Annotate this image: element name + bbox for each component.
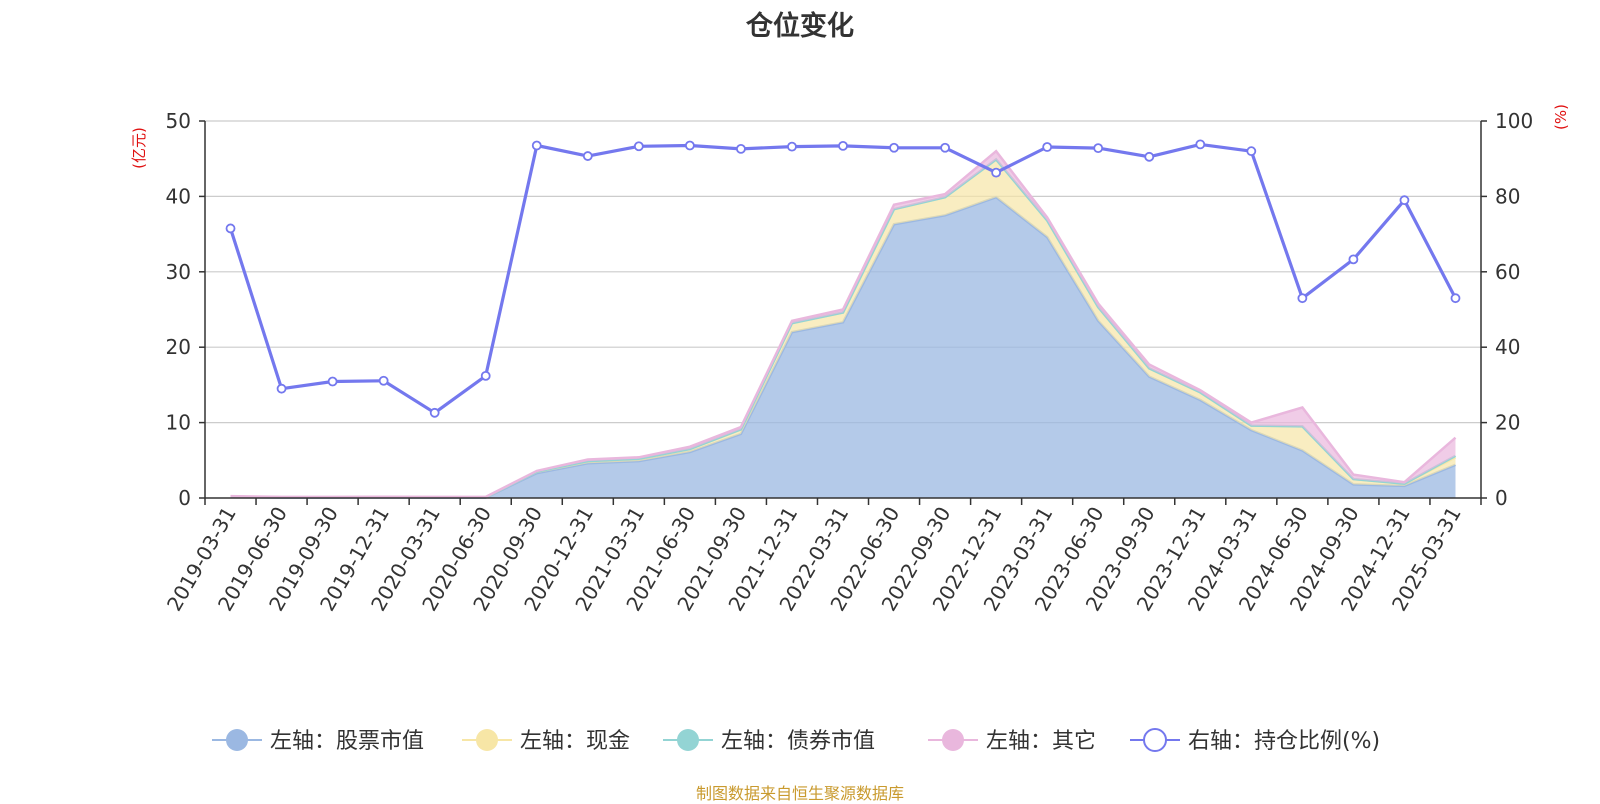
legend-label: 左轴：债券市值	[721, 729, 875, 754]
right-tick-label: 0	[1495, 486, 1508, 510]
left-tick-label: 10	[166, 411, 191, 435]
ratio-point-2024-12-31	[1399, 195, 1410, 206]
area-series	[230, 149, 1457, 499]
right-tick-label: 80	[1495, 184, 1520, 208]
ratio-point-2022-12-31	[991, 167, 1002, 178]
chart-title: 仓位变化	[746, 11, 854, 42]
area-series-2	[230, 159, 1456, 498]
data-source-note: 制图数据来自恒生聚源数据库	[695, 784, 904, 803]
legend-marker	[942, 729, 964, 751]
right-tick-label: 40	[1495, 335, 1520, 359]
ratio-point-2023-12-31	[1195, 139, 1206, 150]
ratio-point-2020-06-30	[480, 370, 491, 381]
ratio-point-2020-03-31	[429, 407, 440, 418]
legend-label: 右轴：持仓比例(%)	[1188, 729, 1380, 754]
area-series-1	[230, 197, 1456, 498]
ratio-point-2024-03-31	[1246, 146, 1257, 157]
ratio-point-2019-06-30	[276, 383, 287, 394]
legend[interactable]: 左轴：股票市值 左轴：现金 左轴：债券市值 左轴：其它 右轴：持仓比例(%)	[212, 728, 1380, 754]
ratio-point-2021-12-31	[787, 141, 797, 152]
ratio-point-2025-03-31	[1450, 293, 1461, 304]
ratio-point-2021-03-31	[633, 141, 644, 152]
right-tick-label: 100	[1495, 109, 1533, 133]
legend-item-5[interactable]: 右轴：持仓比例(%)	[1130, 728, 1380, 754]
ratio-point-2023-09-30	[1144, 151, 1155, 162]
ratio-point-2022-06-30	[889, 142, 899, 153]
ratio-point-2022-09-30	[940, 142, 950, 153]
line-series	[225, 139, 1461, 418]
legend-item-4[interactable]: 左轴：其它	[928, 729, 1096, 754]
left-tick-label: 30	[166, 260, 191, 284]
ratio-point-2019-12-31	[378, 375, 389, 386]
ratio-point-2021-09-30	[736, 143, 746, 154]
legend-item-3[interactable]: 左轴：债券市值	[663, 729, 875, 754]
legend-marker	[476, 729, 498, 751]
ratio-point-2024-06-30	[1297, 293, 1308, 304]
left-tick-label: 0	[178, 486, 191, 510]
ratio-point-2021-06-30	[684, 140, 695, 151]
ratio-point-2024-09-30	[1348, 254, 1359, 265]
legend-item-2[interactable]: 左轴：现金	[462, 729, 630, 754]
legend-label: 左轴：股票市值	[270, 729, 424, 754]
left-tick-label: 20	[166, 335, 191, 359]
left-axis-unit: (亿元)	[130, 127, 148, 169]
area-edge-series-4	[230, 149, 1457, 499]
legend-marker	[1143, 728, 1167, 752]
ratio-point-2020-12-31	[582, 151, 593, 161]
legend-marker	[226, 729, 248, 751]
legend-label: 左轴：现金	[520, 729, 630, 754]
left-tick-label: 50	[166, 109, 191, 133]
ratio-point-2019-03-31	[225, 223, 236, 234]
ratio-point-2023-06-30	[1093, 143, 1104, 154]
ratio-point-2022-03-31	[838, 140, 848, 151]
ratio-point-2020-09-30	[531, 140, 542, 151]
ratio-point-2023-03-31	[1042, 142, 1053, 152]
right-tick-label: 60	[1495, 260, 1520, 284]
legend-marker	[677, 729, 699, 751]
left-tick-label: 40	[166, 184, 191, 208]
legend-label: 左轴：其它	[986, 729, 1096, 754]
legend-item-1[interactable]: 左轴：股票市值	[212, 729, 424, 754]
right-axis-unit: (%)	[1552, 104, 1570, 130]
ratio-point-2019-09-30	[327, 376, 338, 387]
right-tick-label: 20	[1495, 411, 1520, 435]
